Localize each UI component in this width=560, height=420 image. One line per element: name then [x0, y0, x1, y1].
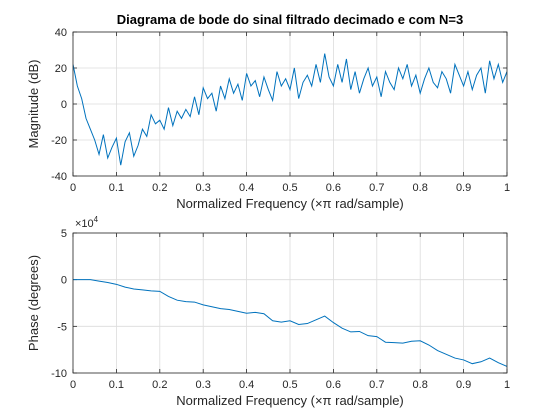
magnitude-xtick-label: 0.8: [413, 182, 428, 194]
magnitude-axes-box: [72, 31, 508, 177]
magnitude-xtick-label: 0: [70, 182, 76, 194]
magnitude-xtick-label: 0.5: [282, 182, 297, 194]
phase-scale-exponent: ×104: [75, 215, 99, 230]
magnitude-xtick-label: 0.7: [369, 182, 384, 194]
phase-xtick-label: 0.9: [456, 379, 471, 391]
magnitude-ytick-label: 40: [55, 27, 67, 39]
phase-xtick-label: 0.1: [109, 379, 124, 391]
magnitude-ytick-label: -20: [51, 135, 67, 147]
phase-xtick-label: 0.6: [326, 379, 341, 391]
phase-xlabel: Normalized Frequency (×π rad/sample): [176, 393, 404, 408]
phase-ytick-label: 0: [61, 275, 67, 287]
phase-ytick-label: 5: [61, 228, 67, 240]
magnitude-xtick-label: 0.6: [326, 182, 341, 194]
phase-scale-power: 4: [94, 215, 99, 224]
phase-ytick-label: -10: [51, 368, 67, 380]
phase-xtick-label: 0.4: [239, 379, 254, 391]
magnitude-xtick-label: 0.9: [456, 182, 471, 194]
magnitude-ylabel: Magnitude (dB): [26, 60, 41, 149]
magnitude-xtick-label: 0.2: [152, 182, 167, 194]
phase-xtick-label: 0.5: [282, 379, 297, 391]
phase-axes: 0 0.1 0.2 0.3 0.4 0.5 0.6 0.7 0.8 0.9 1 -10 -5 0 5 Norm…: [26, 215, 510, 408]
phase-series-line: [73, 279, 507, 367]
magnitude-xtick-label: 0.1: [109, 182, 124, 194]
phase-xtick-label: 0.2: [152, 379, 167, 391]
magnitude-series-line: [73, 53, 507, 166]
magnitude-title: Diagrama de bode do sinal filtrado decim…: [117, 12, 463, 27]
magnitude-xtick-label: 1: [504, 182, 510, 194]
magnitude-xtick-label: 0.4: [239, 182, 254, 194]
phase-ylabel: Phase (degrees): [26, 255, 41, 351]
magnitude-axes: 0 0.1 0.2 0.3 0.4 0.5 0.6 0.7 0.8 0.9 1 -40 -20 0 20 40…: [26, 12, 510, 211]
magnitude-ytick-label: -40: [51, 171, 67, 183]
magnitude-xlabel: Normalized Frequency (×π rad/sample): [176, 196, 404, 211]
phase-xtick-label: 0.7: [369, 379, 384, 391]
magnitude-xtick-label: 0.3: [196, 182, 211, 194]
phase-xtick-label: 0.8: [413, 379, 428, 391]
magnitude-ytick-label: 20: [55, 63, 67, 75]
phase-axes-box: [72, 232, 508, 374]
phase-xtick-label: 0.3: [196, 379, 211, 391]
magnitude-ytick-label: 0: [61, 99, 67, 111]
phase-xtick-label: 1: [504, 379, 510, 391]
phase-ytick-label: -5: [57, 321, 67, 333]
phase-xtick-label: 0: [70, 379, 76, 391]
